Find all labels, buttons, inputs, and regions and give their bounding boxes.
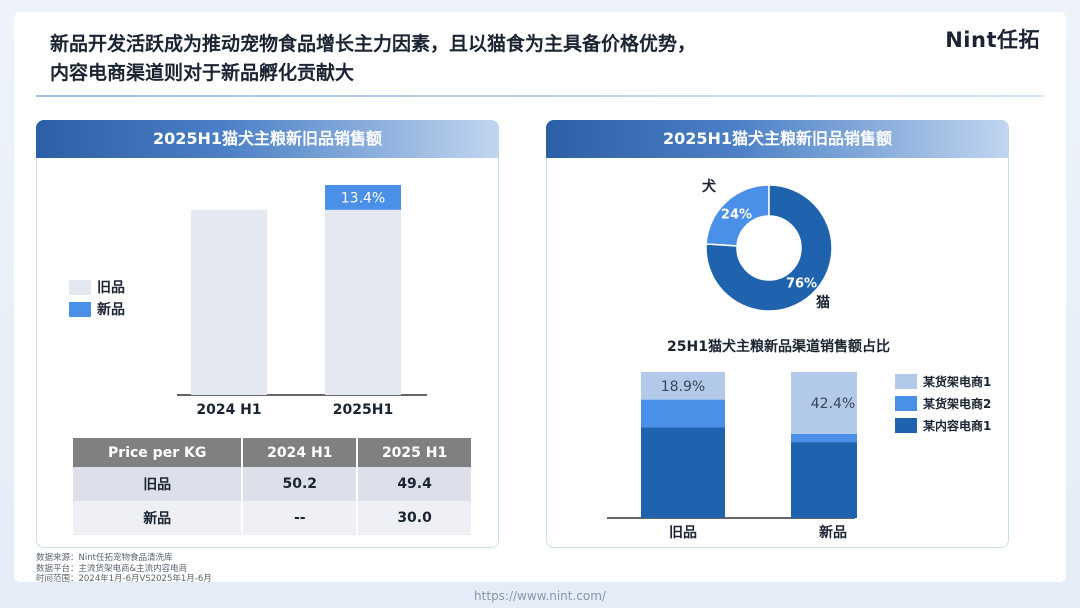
x-tick-label: 2025H1 [333, 402, 393, 418]
table-row: 新品 -- 30.0 [73, 501, 473, 535]
footer-source-notes: 数据来源：Nint任拓宠物食品清洗库 数据平台：主流货架电商&主流内容电商 时间… [36, 553, 212, 585]
legend-old-swatch [69, 279, 91, 295]
legend-new-label: 新品 [97, 302, 125, 318]
right-panel-title: 2025H1猫犬主粮新旧品销售额 [546, 120, 1009, 158]
legend-old-label: 旧品 [97, 280, 125, 296]
table-header-row: Price per KG 2024 H1 2025 H1 [73, 438, 473, 467]
page-headline: 新品开发活跃成为推动宠物食品增长主力因素，且以猫食为主具备价格优势， 内容电商渠… [50, 30, 870, 88]
bar-old [325, 209, 401, 395]
donut-slice-cat [705, 184, 833, 312]
bar-data-label: 18.9% [661, 379, 705, 395]
table-cell: 50.2 [242, 467, 359, 501]
table-header: 2025 H1 [357, 438, 473, 467]
bar-segment [791, 433, 857, 443]
legend-channel-1: 某货架电商1 [895, 373, 991, 390]
bar-new [325, 185, 401, 210]
bar-data-label: 42.4% [811, 396, 855, 412]
legend-new-swatch [69, 301, 91, 317]
nint-logo: Nint任拓 [945, 28, 1040, 52]
legend-channel-1-label: 某货架电商1 [923, 375, 992, 389]
legend-channel-3: 某内容电商1 [895, 417, 991, 434]
bar-segment [641, 399, 725, 428]
x-tick-label: 新品 [819, 524, 847, 541]
table-cell: 旧品 [73, 467, 244, 501]
table-cell: 30.0 [357, 501, 473, 535]
donut-category-label: 犬 [702, 178, 717, 195]
channel-share-stacked-bar-chart: 18.9% 旧品 42.4% 新品 [607, 372, 857, 541]
left-panel: 2025H1猫犬主粮新旧品销售额 旧品 新品 2024 H1 13.4% 2025H… [36, 120, 499, 548]
left-panel-title: 2025H1猫犬主粮新旧品销售额 [36, 120, 499, 158]
footer-period: 时间范围：2024年1月-6月VS2025年1月-6月 [36, 574, 212, 584]
new-old-sales-bar-chart: 2024 H1 13.4% 2025H1 [177, 185, 427, 418]
bar-segment [641, 372, 725, 400]
x-tick-label: 旧品 [669, 525, 697, 541]
legend-channel-2-swatch [895, 396, 917, 411]
channel-chart-title: 25H1猫犬主粮新品渠道销售额占比 [667, 339, 890, 355]
footer-platform: 数据平台：主流货架电商&主流内容电商 [36, 563, 188, 574]
table-header: 2024 H1 [242, 438, 359, 467]
headline-line2: 内容电商渠道则对于新品孵化贡献大 [50, 62, 355, 84]
header-divider [36, 95, 1044, 97]
bar-segment [791, 442, 857, 518]
legend-channel-1-swatch [895, 374, 917, 389]
legend-channel-2-label: 某货架电商2 [923, 397, 992, 411]
bar-segment [641, 427, 725, 518]
table-row: 旧品 50.2 49.4 [73, 467, 473, 501]
table-cell: -- [242, 501, 359, 535]
table-cell: 49.4 [357, 467, 473, 501]
legend-channel-3-label: 某内容电商1 [923, 419, 992, 433]
legend-channel-2: 某货架电商2 [895, 395, 991, 412]
price-per-kg-table: Price per KG 2024 H1 2025 H1 旧品 50.2 49.… [73, 438, 473, 535]
cat-dog-donut-chart: 24% 76% 犬猫 [702, 178, 833, 312]
legend-channel-3-swatch [895, 418, 917, 433]
donut-category-label: 猫 [816, 294, 830, 311]
legend-new: 新品 [69, 299, 125, 319]
footer-url[interactable]: https://www.nint.com/ [474, 589, 606, 603]
table-header: Price per KG [73, 438, 244, 467]
footer-source: 数据来源：Nint任拓宠物食品清洗库 [36, 553, 173, 563]
bar-segment [791, 372, 857, 434]
table-cell: 新品 [73, 501, 244, 535]
bar-data-label: 13.4% [341, 190, 385, 206]
x-tick-label: 2024 H1 [196, 402, 261, 418]
bar-old [191, 209, 267, 395]
headline-line1: 新品开发活跃成为推动宠物食品增长主力因素，且以猫食为主具备价格优势， [50, 33, 697, 55]
legend-old: 旧品 [69, 277, 125, 297]
right-panel: 2025H1猫犬主粮新旧品销售额 24% 76% 犬猫 25H1猫犬主粮新品渠道销售… [546, 120, 1009, 548]
donut-data-label: 24% [721, 207, 752, 222]
donut-data-label: 76% [786, 277, 817, 292]
